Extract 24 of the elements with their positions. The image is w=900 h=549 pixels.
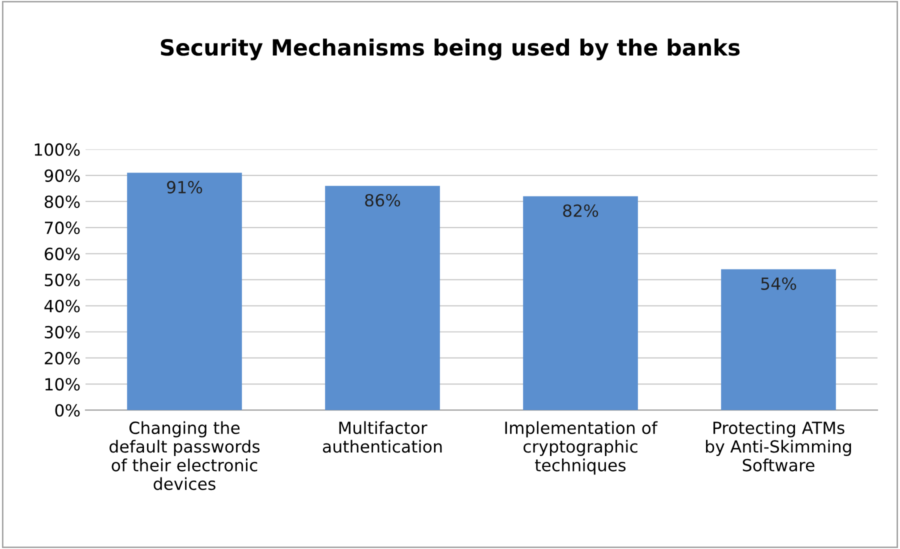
y-tick-label: 70% <box>44 222 80 234</box>
bar <box>325 186 440 410</box>
y-tick-label: 50% <box>44 274 80 286</box>
y-tick-label: 90% <box>44 169 80 182</box>
data-label: 86% <box>365 194 400 207</box>
bar <box>127 172 242 410</box>
y-tick-label: 60% <box>44 248 80 260</box>
bar <box>721 269 836 410</box>
y-tick-label: 20% <box>44 352 80 365</box>
data-label: 54% <box>761 277 796 290</box>
y-tick-label: 0% <box>55 404 80 417</box>
y-tick-label: 30% <box>44 326 80 338</box>
x-tick-label: Changing the default passwords of their electronic devices <box>110 421 260 490</box>
x-tick-label: Implementation of cryptographic techniques <box>505 421 658 475</box>
x-tick-label: Protecting ATMs by Anti-Skimming Software <box>706 421 851 472</box>
x-tick-label: Multifactor authentication <box>322 421 442 453</box>
chart-title: Security Mechanisms being used by the banks <box>160 38 740 60</box>
y-tick-label: 80% <box>44 195 80 208</box>
y-tick-label: 10% <box>45 378 80 391</box>
data-label: 91% <box>167 180 202 194</box>
bar <box>523 196 638 410</box>
y-tick-label: 40% <box>44 300 80 312</box>
data-label: 82% <box>563 204 598 217</box>
y-tick-label: 100% <box>34 143 80 156</box>
